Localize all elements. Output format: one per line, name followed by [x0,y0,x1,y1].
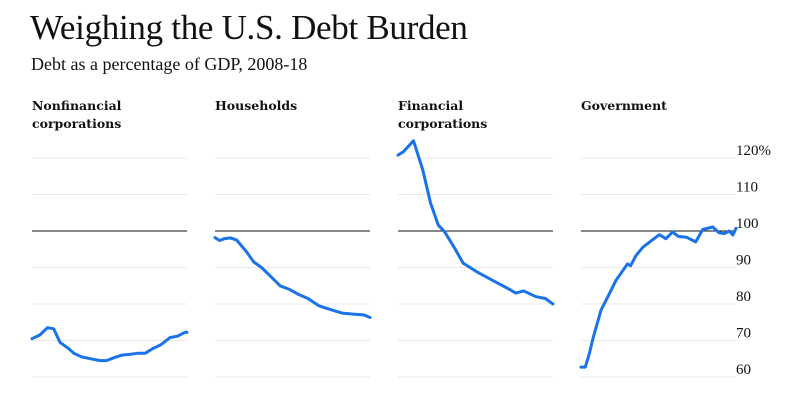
y-tick-label: 110 [736,180,758,196]
panel-title: Nonfinancial [32,98,122,113]
panel-title: corporations [398,116,487,131]
chart-title: Weighing the U.S. Debt Burden [30,8,468,47]
panel-title: Government [581,98,667,113]
y-tick-label: 100 [736,216,759,232]
series-line [30,326,189,363]
panel-title: Financial [398,98,463,113]
y-tick-label: 60 [736,362,751,378]
y-tick-label: 90 [736,253,751,269]
panel-title: corporations [32,116,121,131]
series-line [213,236,372,319]
y-tick-label: 70 [736,326,751,342]
panel-title: Households [215,98,297,113]
series-line [396,139,555,306]
series-line [579,225,738,369]
chart-subtitle: Debt as a percentage of GDP, 2008-18 [31,54,308,74]
y-tick-label: 120% [736,143,771,159]
y-tick-label: 80 [736,289,751,305]
